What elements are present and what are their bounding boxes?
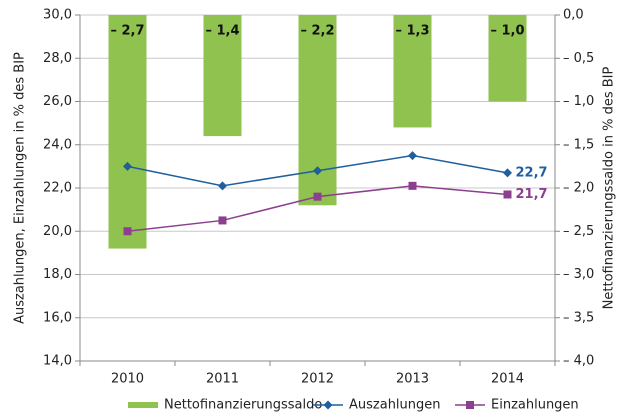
legend-label: Auszahlungen xyxy=(349,398,441,413)
line-marker xyxy=(503,190,512,199)
line-value-label: 21,7 xyxy=(516,187,548,202)
y2-tick-label: – 4,0 xyxy=(563,354,594,369)
y-tick-label: 24,0 xyxy=(43,137,72,152)
y2-tick-label: – 2,5 xyxy=(563,224,594,239)
y2-tick-label: – 3,0 xyxy=(563,267,594,282)
x-tick-label: 2014 xyxy=(491,372,524,387)
y-tick-label: 14,0 xyxy=(43,354,72,369)
line-marker xyxy=(408,181,417,190)
bar-value-label: – 1,0 xyxy=(490,24,524,39)
y2-tick-label: 0,0 xyxy=(563,8,584,23)
x-tick-label: 2012 xyxy=(301,372,334,387)
line-marker xyxy=(313,166,322,176)
bar-value-label: – 1,4 xyxy=(205,24,239,39)
legend-marker xyxy=(466,401,474,409)
y-tick-label: 26,0 xyxy=(43,94,72,109)
y-tick-label: 18,0 xyxy=(43,267,72,282)
line-marker xyxy=(123,227,132,236)
legend-label: Einzahlungen xyxy=(491,398,579,413)
line-marker xyxy=(313,192,322,201)
x-tick-label: 2010 xyxy=(111,372,144,387)
y2-tick-label: – 3,5 xyxy=(563,310,594,325)
y2-tick-label: – 1,5 xyxy=(563,137,594,152)
y2-tick-label: – 1,0 xyxy=(563,94,594,109)
y-tick-label: 22,0 xyxy=(43,181,72,196)
legend-marker xyxy=(323,400,333,410)
line-marker xyxy=(408,151,417,161)
y-axis-label: Auszahlungen, Einzahlungen in % des BIP xyxy=(13,52,28,324)
bar-value-label: – 2,2 xyxy=(300,24,334,39)
y2-tick-label: – 0,5 xyxy=(563,51,594,66)
bar-value-label: – 2,7 xyxy=(110,24,144,39)
line-value-label: 22,7 xyxy=(516,165,548,180)
bar xyxy=(488,15,527,102)
y-tick-label: 28,0 xyxy=(43,51,72,66)
x-tick-label: 2013 xyxy=(396,372,429,387)
bar xyxy=(298,15,337,206)
y-tick-label: 16,0 xyxy=(43,310,72,325)
y2-tick-label: – 2,0 xyxy=(563,181,594,196)
bar xyxy=(393,15,432,128)
bar-value-label: – 1,3 xyxy=(395,24,429,39)
line-marker xyxy=(123,161,132,171)
x-tick-label: 2011 xyxy=(206,372,239,387)
legend-swatch xyxy=(128,402,158,408)
y-tick-label: 30,0 xyxy=(43,8,72,23)
y2-axis-label: Nettofinanzierungssaldo in % des BIP xyxy=(602,67,617,310)
y-tick-label: 20,0 xyxy=(43,224,72,239)
line-marker xyxy=(218,181,227,191)
legend-label: Nettofinanzierungssaldo xyxy=(164,398,322,413)
line-marker xyxy=(218,216,227,225)
bar xyxy=(108,15,147,249)
line-marker xyxy=(503,168,512,178)
bar xyxy=(203,15,242,137)
